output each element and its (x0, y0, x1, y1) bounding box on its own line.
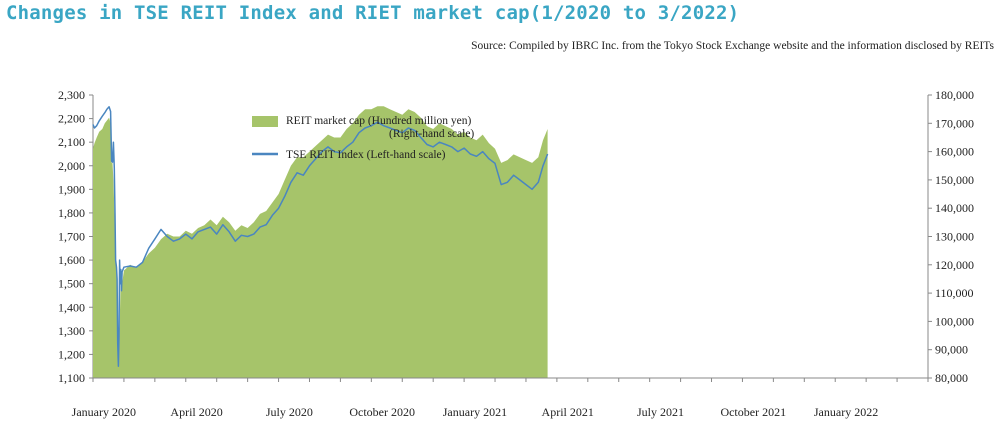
right-tick-label: 100,000 (935, 314, 974, 328)
right-tick-label: 90,000 (935, 343, 968, 357)
left-axis: 2,300 2,200 2,100 2,000 1,900 1,800 1,700 1,600… (58, 88, 94, 385)
right-tick-label: 130,000 (935, 230, 974, 244)
x-tick-label: January 2021 (443, 405, 507, 419)
reit-index-line (92, 106, 549, 367)
left-tick-label: 1,500 (58, 277, 85, 291)
source-note: Source: Compiled by IBRC Inc. from the T… (471, 40, 994, 52)
market-cap-area (93, 106, 548, 379)
left-tick-label: 1,400 (58, 300, 85, 314)
plot-area (92, 106, 549, 379)
legend-area-swatch (252, 116, 278, 127)
left-tick-label: 1,600 (58, 253, 85, 267)
right-tick-label: 120,000 (935, 258, 974, 272)
x-tick-label: July 2021 (637, 405, 684, 419)
legend: REIT market cap (Hundred million yen) (R… (252, 115, 474, 161)
right-tick-label: 150,000 (935, 173, 974, 187)
x-tick-label: January 2020 (72, 405, 136, 419)
x-tick-label: October 2020 (349, 405, 415, 419)
left-tick-label: 2,200 (58, 112, 85, 126)
x-tick-label: April 2021 (542, 405, 594, 419)
right-tick-label: 80,000 (935, 371, 968, 385)
left-tick-label: 1,200 (58, 347, 85, 361)
x-axis: January 2020 April 2020 July 2020 October 2… (72, 377, 929, 419)
right-tick-label: 140,000 (935, 201, 974, 215)
legend-area-label-1: REIT market cap (Hundred million yen) (286, 115, 472, 127)
right-tick-label: 180,000 (935, 88, 974, 102)
left-tick-label: 1,700 (58, 230, 85, 244)
x-tick-label: April 2020 (170, 405, 222, 419)
left-tick-label: 2,000 (58, 159, 85, 173)
left-tick-label: 1,300 (58, 324, 85, 338)
x-tick-label: October 2021 (720, 405, 786, 419)
left-tick-label: 1,800 (58, 206, 85, 220)
right-tick-label: 110,000 (935, 286, 974, 300)
legend-area-label-2: (Right-hand scale) (389, 128, 474, 140)
right-axis: 180,000 170,000 160,000 150,000 140,000 130,0… (927, 88, 974, 385)
chart-title: Changes in TSE REIT Index and RIET marke… (6, 2, 740, 24)
x-tick-label: January 2022 (814, 405, 878, 419)
left-tick-label: 2,100 (58, 135, 85, 149)
left-tick-label: 1,100 (58, 371, 85, 385)
x-tick-label: July 2020 (266, 405, 313, 419)
right-tick-label: 160,000 (935, 145, 974, 159)
left-tick-label: 1,900 (58, 182, 85, 196)
legend-line-label: TSE REIT Index (Left-hand scale) (286, 149, 446, 161)
right-tick-label: 170,000 (935, 116, 974, 130)
left-tick-label: 2,300 (58, 88, 85, 102)
